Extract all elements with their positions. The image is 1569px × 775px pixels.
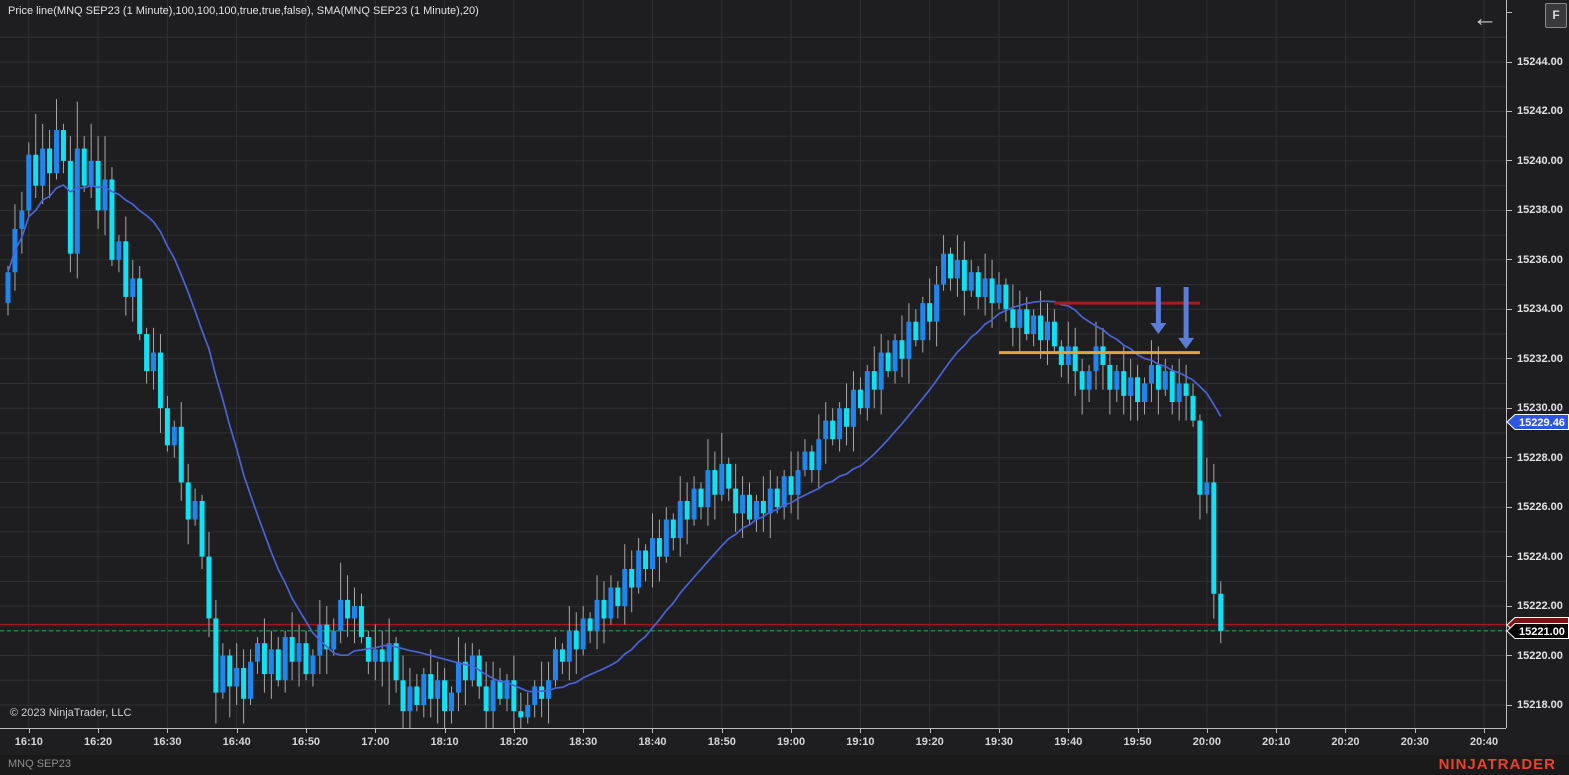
time-axis-label: 16:30 bbox=[153, 736, 182, 748]
time-axis-label: 20:00 bbox=[1192, 736, 1221, 748]
time-axis-label: 18:40 bbox=[638, 736, 667, 748]
time-axis-label: 16:20 bbox=[84, 736, 113, 748]
price-axis-label: 15224.00 bbox=[1517, 550, 1563, 563]
time-axis-label: 17:00 bbox=[361, 736, 390, 748]
price-tick-mark bbox=[1507, 259, 1512, 261]
time-axis-label: 18:30 bbox=[569, 736, 598, 748]
time-tick-mark bbox=[1137, 729, 1139, 733]
time-axis-label: 20:30 bbox=[1400, 736, 1429, 748]
price-tick-mark bbox=[1507, 308, 1512, 310]
price-tick-mark bbox=[1507, 12, 1512, 14]
time-axis[interactable]: 16:10 16:20 16:30 16:40 16:50 17:00 18:10 18:20… bbox=[0, 728, 1506, 756]
price-axis-label: 15234.00 bbox=[1517, 303, 1563, 316]
time-axis-label: 16:40 bbox=[222, 736, 251, 748]
price-tick-mark bbox=[1507, 605, 1512, 607]
price-tick-mark bbox=[1507, 110, 1512, 112]
sma-value-price-marker: 15229.46 bbox=[1506, 413, 1569, 436]
time-axis-label: 20:10 bbox=[1262, 736, 1291, 748]
fixed-scale-button[interactable]: F bbox=[1545, 3, 1567, 28]
time-tick-mark bbox=[583, 729, 585, 733]
time-tick-mark bbox=[1484, 729, 1486, 733]
time-tick-mark bbox=[652, 729, 654, 733]
time-tick-mark bbox=[167, 729, 169, 733]
time-tick-mark bbox=[929, 729, 931, 733]
price-tick-mark bbox=[1507, 407, 1512, 409]
price-tick-mark bbox=[1507, 209, 1512, 211]
price-tick-mark bbox=[1507, 556, 1512, 558]
time-axis-label: 16:10 bbox=[14, 736, 43, 748]
price-axis-label: 15238.00 bbox=[1517, 204, 1563, 217]
price-axis-label: 15240.00 bbox=[1517, 154, 1563, 167]
price-tick-mark bbox=[1507, 160, 1512, 162]
time-tick-mark bbox=[721, 729, 723, 733]
time-axis-label: 19:00 bbox=[777, 736, 806, 748]
time-tick-mark bbox=[236, 729, 238, 733]
price-axis[interactable]: 15244.00 15242.00 15240.00 15238.00 15236.00… bbox=[1506, 0, 1569, 728]
time-axis-label: 20:40 bbox=[1470, 736, 1499, 748]
bottom-tab-bar: MNQ SEP23 NINJATRADER bbox=[0, 755, 1569, 775]
time-tick-mark bbox=[444, 729, 446, 733]
instrument-tab[interactable]: MNQ SEP23 bbox=[8, 758, 71, 770]
time-axis-label: 18:20 bbox=[499, 736, 528, 748]
copyright-watermark: © 2023 NinjaTrader, LLC bbox=[10, 707, 132, 719]
sma-line bbox=[7, 184, 1222, 693]
time-axis-label: 16:50 bbox=[291, 736, 321, 748]
time-tick-mark bbox=[998, 729, 1000, 733]
price-axis-label: 15226.00 bbox=[1517, 501, 1563, 514]
scroll-to-latest-arrow-icon[interactable]: ← bbox=[1472, 4, 1498, 32]
svg-text:15221.00: 15221.00 bbox=[1519, 626, 1565, 638]
price-axis-label: 15244.00 bbox=[1517, 56, 1563, 68]
time-axis-label: 19:40 bbox=[1054, 736, 1083, 748]
price-tick-mark bbox=[1507, 358, 1512, 360]
time-tick-mark bbox=[860, 729, 862, 733]
price-axis-label: 15232.00 bbox=[1517, 352, 1563, 365]
time-tick-mark bbox=[1276, 729, 1278, 733]
price-axis-label: 15228.00 bbox=[1517, 451, 1563, 464]
ninjatrader-logo: NINJATRADER bbox=[1438, 756, 1556, 773]
time-axis-label: 19:30 bbox=[984, 736, 1014, 748]
price-axis-label: 15230.00 bbox=[1517, 402, 1563, 415]
time-axis-label: 19:50 bbox=[1123, 736, 1152, 748]
last-price-marker: 15221.00 bbox=[1506, 622, 1569, 645]
time-axis-label: 18:50 bbox=[707, 736, 736, 748]
time-tick-mark bbox=[305, 729, 307, 733]
time-tick-mark bbox=[513, 729, 515, 733]
down-arrow-marker[interactable] bbox=[1178, 287, 1195, 349]
time-tick-mark bbox=[98, 729, 100, 733]
time-tick-mark bbox=[375, 729, 377, 733]
price-axis-label: 15218.00 bbox=[1517, 699, 1563, 711]
time-axis-label: 19:10 bbox=[846, 736, 875, 748]
time-tick-mark bbox=[1068, 729, 1070, 733]
time-tick-mark bbox=[791, 729, 793, 733]
time-tick-mark bbox=[1345, 729, 1347, 733]
time-axis-label: 18:10 bbox=[430, 736, 459, 748]
price-axis-label: 15220.00 bbox=[1517, 649, 1563, 662]
price-tick-mark bbox=[1507, 655, 1512, 657]
time-tick-mark bbox=[28, 729, 30, 733]
price-tick-mark bbox=[1507, 506, 1512, 508]
time-tick-mark bbox=[1206, 729, 1208, 733]
price-axis-label: 15236.00 bbox=[1517, 253, 1563, 266]
price-axis-label: 15222.00 bbox=[1517, 600, 1563, 613]
price-tick-mark bbox=[1507, 704, 1512, 706]
price-tick-mark bbox=[1507, 457, 1512, 459]
price-tick-mark bbox=[1507, 61, 1512, 63]
price-axis-label: 15242.00 bbox=[1517, 105, 1563, 118]
svg-text:15229.46: 15229.46 bbox=[1519, 417, 1565, 429]
chart-indicator-title: Price line(MNQ SEP23 (1 Minute),100,100,… bbox=[8, 5, 479, 17]
chart-canvas[interactable] bbox=[0, 0, 1506, 728]
time-axis-label: 20:20 bbox=[1331, 736, 1360, 748]
down-arrow-marker[interactable] bbox=[1150, 287, 1167, 335]
time-axis-label: 19:20 bbox=[915, 736, 944, 748]
time-tick-mark bbox=[1414, 729, 1416, 733]
